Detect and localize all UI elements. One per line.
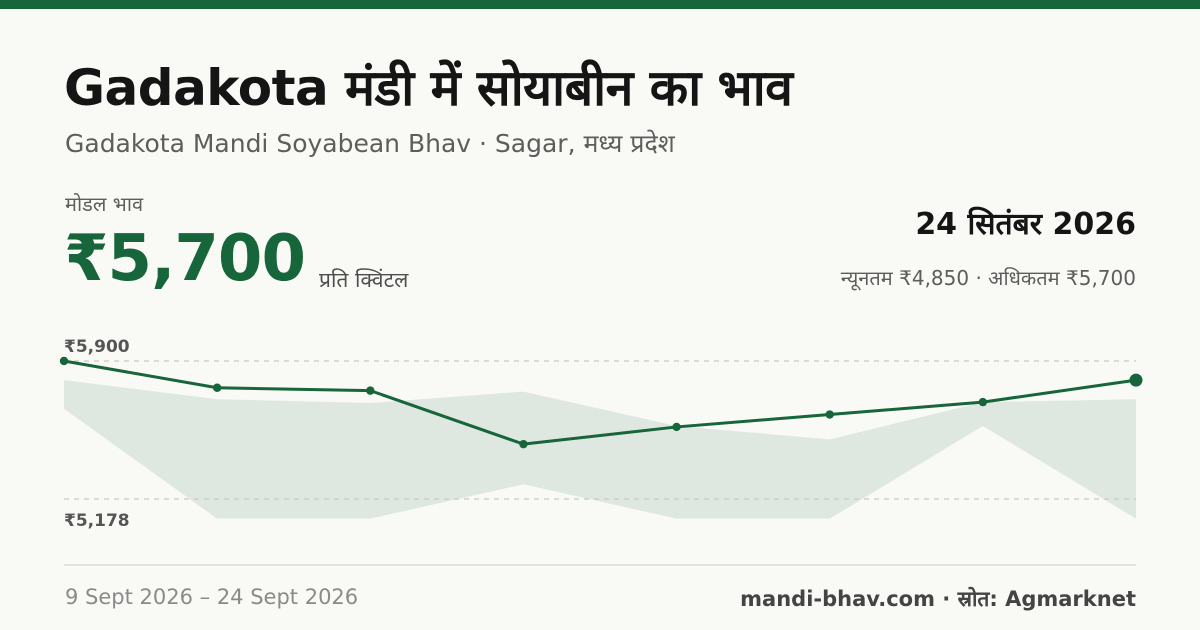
min-max-range: न्यूनतम ₹4,850 · अधिकतम ₹5,700 bbox=[840, 266, 1136, 290]
price-point bbox=[212, 383, 222, 392]
footer-date-range: 9 Sept 2026 – 24 Sept 2026 bbox=[65, 585, 359, 609]
price-point bbox=[59, 356, 69, 366]
footer-source: mandi-bhav.com · स्रोत: Agmarknet bbox=[740, 587, 1136, 611]
price-point bbox=[825, 410, 834, 419]
modal-price-line bbox=[62, 359, 1138, 446]
footer-divider bbox=[64, 564, 1136, 566]
page-subtitle: Gadakota Mandi Soyabean Bhav · Sagar, मध… bbox=[65, 129, 675, 158]
price-points bbox=[59, 356, 1143, 449]
page-title: Gadakota मंडी में सोयाबीन का भाव bbox=[64, 59, 793, 117]
y-tick-label-bottom: ₹5,178 bbox=[64, 511, 130, 531]
price-chart: ₹5,900 ₹5,178 bbox=[59, 337, 1143, 531]
modal-price-label: मोडल भाव bbox=[65, 192, 144, 216]
price-point bbox=[519, 439, 528, 449]
latest-price-point bbox=[1129, 373, 1143, 387]
price-unit: प्रति क्विंटल bbox=[319, 268, 409, 292]
min-max-band bbox=[64, 380, 1136, 519]
modal-price-value: ₹5,700 bbox=[64, 222, 306, 296]
price-point bbox=[672, 422, 681, 432]
top-accent-bar bbox=[0, 0, 1200, 9]
price-point bbox=[366, 386, 375, 395]
price-date: 24 सितंबर 2026 bbox=[915, 207, 1136, 242]
price-point bbox=[978, 397, 988, 407]
y-tick-label-top: ₹5,900 bbox=[64, 337, 130, 357]
